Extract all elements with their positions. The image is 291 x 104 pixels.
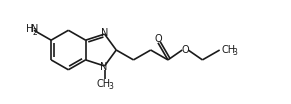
Text: N: N xyxy=(101,28,108,38)
Text: N: N xyxy=(100,62,108,72)
Text: N: N xyxy=(31,24,39,34)
Text: CH: CH xyxy=(222,45,236,55)
Text: 3: 3 xyxy=(109,82,113,91)
Text: O: O xyxy=(181,45,189,55)
Text: CH: CH xyxy=(97,79,111,89)
Text: 2: 2 xyxy=(33,28,38,37)
Text: H: H xyxy=(26,24,33,34)
Text: O: O xyxy=(154,34,162,44)
Text: 3: 3 xyxy=(233,48,237,57)
